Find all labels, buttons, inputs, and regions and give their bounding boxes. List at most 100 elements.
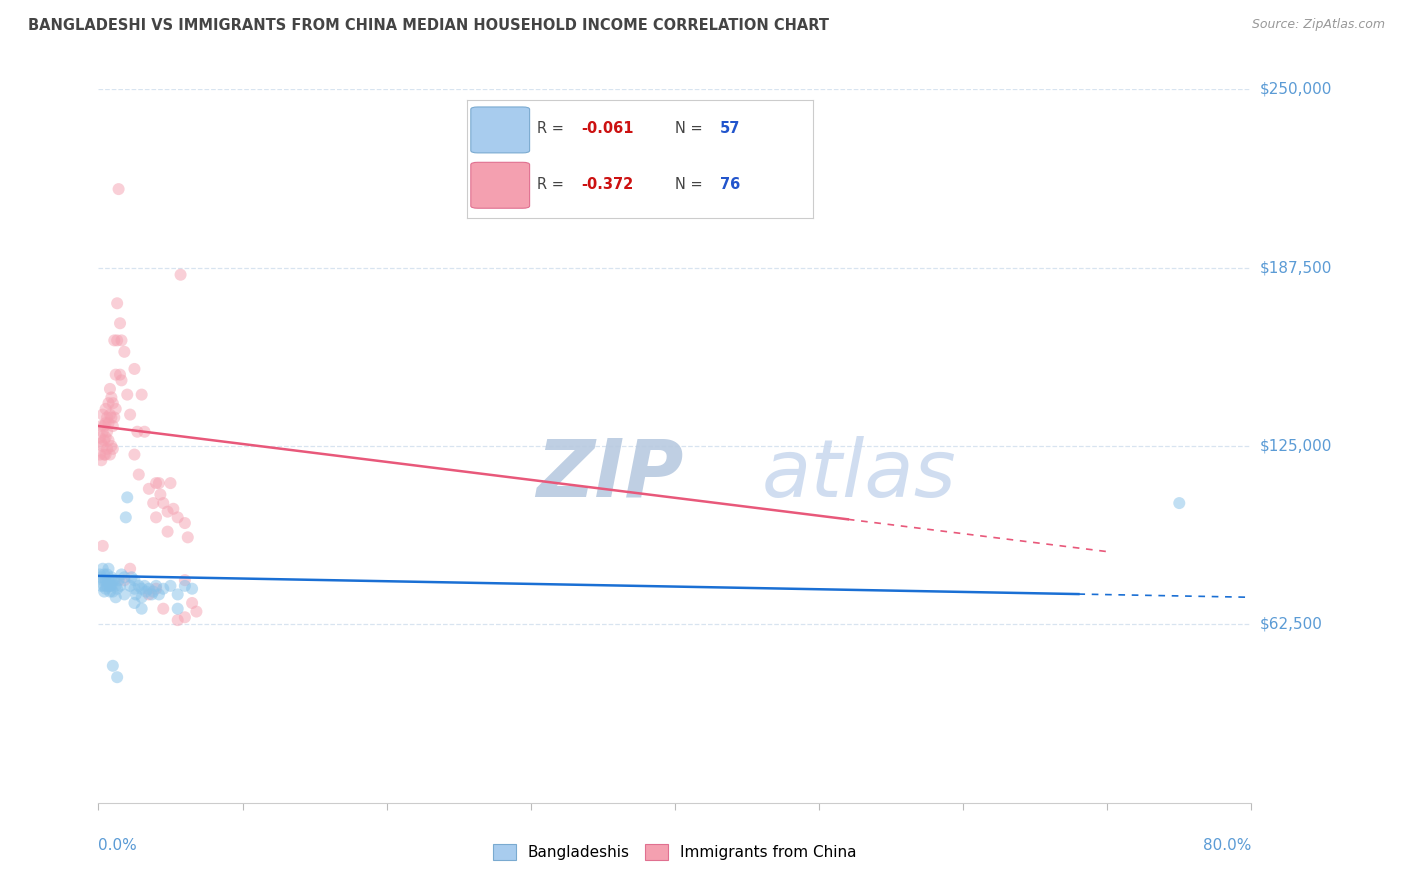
Text: $62,500: $62,500 xyxy=(1260,617,1323,632)
Point xyxy=(101,573,124,587)
Point xyxy=(112,587,135,601)
Point xyxy=(148,587,170,601)
Point xyxy=(101,396,124,410)
Point xyxy=(166,587,188,601)
Point xyxy=(124,362,146,376)
Point xyxy=(98,382,121,396)
Point xyxy=(93,579,115,593)
Point xyxy=(124,448,146,462)
Point xyxy=(117,491,138,505)
Point xyxy=(1168,496,1191,510)
Point xyxy=(97,416,120,430)
Point xyxy=(174,610,197,624)
Point xyxy=(159,579,181,593)
Point xyxy=(108,316,131,330)
Point xyxy=(96,579,118,593)
Point xyxy=(166,510,188,524)
Point xyxy=(101,658,124,673)
Point xyxy=(107,182,129,196)
Point xyxy=(142,496,165,510)
Point xyxy=(128,579,150,593)
Point xyxy=(107,573,129,587)
Point xyxy=(152,582,174,596)
Point xyxy=(138,582,160,596)
Point xyxy=(120,579,142,593)
Point xyxy=(90,570,112,584)
Point xyxy=(142,584,165,599)
Point xyxy=(89,430,111,444)
Point xyxy=(110,567,132,582)
Point xyxy=(162,501,184,516)
Text: 0.0%: 0.0% xyxy=(98,838,138,854)
Text: atlas: atlas xyxy=(762,435,956,514)
Point xyxy=(131,591,153,605)
Point xyxy=(100,570,122,584)
Point xyxy=(101,419,124,434)
Point xyxy=(174,573,197,587)
Point xyxy=(112,344,135,359)
Text: $250,000: $250,000 xyxy=(1260,82,1331,96)
Point xyxy=(145,582,167,596)
Point xyxy=(97,562,120,576)
Point xyxy=(90,579,112,593)
Point xyxy=(105,582,128,596)
Text: $187,500: $187,500 xyxy=(1260,260,1331,275)
Point xyxy=(94,582,117,596)
Point xyxy=(141,587,163,601)
Point xyxy=(177,530,200,544)
Point xyxy=(148,476,170,491)
Point xyxy=(90,436,112,450)
Point xyxy=(112,570,135,584)
Point xyxy=(145,510,167,524)
Point xyxy=(94,416,117,430)
Point xyxy=(112,573,135,587)
Point xyxy=(117,387,138,401)
Point xyxy=(100,391,122,405)
Point xyxy=(100,410,122,425)
Point xyxy=(131,582,153,596)
Point xyxy=(104,579,127,593)
Point xyxy=(108,368,131,382)
Point xyxy=(97,434,120,448)
Point xyxy=(93,584,115,599)
Point xyxy=(181,582,204,596)
Point xyxy=(101,584,124,599)
Point xyxy=(91,439,114,453)
Point xyxy=(97,396,120,410)
Text: Source: ZipAtlas.com: Source: ZipAtlas.com xyxy=(1251,18,1385,31)
Point xyxy=(98,579,121,593)
Point xyxy=(104,401,127,416)
Point xyxy=(181,596,204,610)
Point xyxy=(101,442,124,456)
Point xyxy=(156,524,179,539)
Point xyxy=(131,601,153,615)
Point xyxy=(93,434,115,448)
Point xyxy=(103,334,125,348)
Point xyxy=(103,573,125,587)
Point xyxy=(186,605,208,619)
Point xyxy=(138,587,160,601)
Point xyxy=(138,482,160,496)
Text: BANGLADESHI VS IMMIGRANTS FROM CHINA MEDIAN HOUSEHOLD INCOME CORRELATION CHART: BANGLADESHI VS IMMIGRANTS FROM CHINA MED… xyxy=(28,18,830,33)
Point xyxy=(128,467,150,482)
Point xyxy=(134,579,156,593)
Point xyxy=(100,579,122,593)
Point xyxy=(91,562,114,576)
Point xyxy=(91,539,114,553)
Point xyxy=(94,401,117,416)
Point xyxy=(104,591,127,605)
Point xyxy=(91,573,114,587)
Point xyxy=(100,439,122,453)
Point xyxy=(90,453,112,467)
Point xyxy=(120,408,142,422)
Point xyxy=(96,410,118,425)
Point xyxy=(110,373,132,387)
Point xyxy=(105,296,128,310)
Point xyxy=(125,587,148,601)
Point xyxy=(152,496,174,510)
Point xyxy=(135,584,157,599)
Point xyxy=(90,419,112,434)
Point xyxy=(124,573,146,587)
Legend: Bangladeshis, Immigrants from China: Bangladeshis, Immigrants from China xyxy=(486,838,863,866)
Point xyxy=(120,562,142,576)
